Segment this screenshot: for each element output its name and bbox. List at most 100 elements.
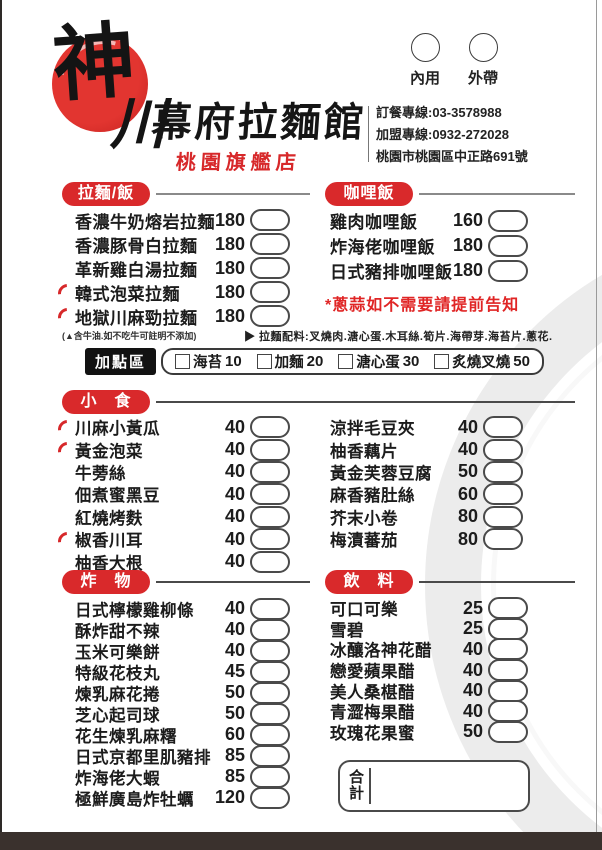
quantity-oval-field[interactable] xyxy=(250,281,290,303)
menu-item-row: 革新雞白湯拉麵 180 xyxy=(75,256,290,280)
menu-item-price: 50 xyxy=(224,682,245,702)
menu-item-row: 麻香豬肚絲 60 xyxy=(330,483,523,505)
quantity-oval-field[interactable] xyxy=(250,723,290,746)
menu-item-price: 25 xyxy=(462,618,483,639)
menu-item-row: 牛蒡絲 40 xyxy=(75,460,290,483)
menu-item-name: 玉米可樂餅 xyxy=(75,643,160,662)
addon-checkbox[interactable] xyxy=(175,354,191,369)
quantity-oval-field[interactable] xyxy=(250,618,290,641)
quantity-oval-field[interactable] xyxy=(250,305,290,327)
takeout-option: 外帶 xyxy=(463,33,503,88)
menu-item-row: 冰釀洛神花醋 40 xyxy=(330,638,528,661)
addon-checkbox[interactable] xyxy=(434,354,450,369)
quantity-oval-field[interactable] xyxy=(250,233,290,255)
branch-name: 桃園旗艦店 xyxy=(175,150,302,174)
menu-item-price: 40 xyxy=(462,659,483,680)
menu-item-name: 佃煮蜜黑豆 xyxy=(75,487,160,506)
addon-option: 溏心蛋 30 xyxy=(338,351,419,372)
quantity-oval-field[interactable] xyxy=(250,460,290,483)
menu-item-name: 日式檸檬雞柳條 xyxy=(75,601,194,620)
addon-checkbox[interactable] xyxy=(338,354,354,369)
menu-item-price: 60 xyxy=(457,483,478,504)
quantity-oval-field[interactable] xyxy=(488,617,528,640)
menu-item-name: 麻香豬肚絲 xyxy=(330,487,415,506)
menu-item-row: 梅漬蕃茄 80 xyxy=(330,528,523,550)
menu-item-name: 戀愛蘋果醋 xyxy=(330,663,415,682)
menu-item-row: 芥末小卷 80 xyxy=(330,505,523,528)
menu-item-name: 日式豬排咖哩飯 xyxy=(330,263,453,282)
menu-item-row: 柚香大根 40 xyxy=(75,550,290,573)
quantity-oval-field[interactable] xyxy=(250,702,290,725)
menu-item-row: 美人桑椹醋 40 xyxy=(330,679,528,702)
quantity-oval-field[interactable] xyxy=(488,638,528,661)
menu-item-price: 40 xyxy=(224,483,245,504)
menu-item-price: 50 xyxy=(224,703,245,723)
left-edge-line xyxy=(0,0,2,850)
menu-item-name: 地獄川麻勁拉麵 xyxy=(75,308,198,328)
menu-item-price: 160 xyxy=(452,210,483,230)
menu-item-row: 玉米可樂餅 40 xyxy=(75,639,290,662)
takeout-checkbox[interactable] xyxy=(468,33,498,62)
section-ramen: 拉麵/飯 香濃牛奶熔岩拉麵 180 香濃豚骨白拉麵 180 xyxy=(54,182,310,342)
section-drinks: 飲 料 可口可樂 25 雪碧 25 xyxy=(325,570,575,743)
quantity-oval-field[interactable] xyxy=(250,483,290,506)
addon-price: 20 xyxy=(306,353,324,370)
quantity-oval-field[interactable] xyxy=(483,505,523,528)
addon-name: 炙燒叉燒 xyxy=(452,355,511,371)
quantity-oval-field[interactable] xyxy=(250,505,290,528)
menu-item-price: 40 xyxy=(462,680,483,701)
quantity-oval-field[interactable] xyxy=(488,259,528,282)
quantity-oval-field[interactable] xyxy=(488,720,528,743)
addon-name: 海苔 xyxy=(193,355,223,371)
menu-item-name: 冰釀洛神花醋 xyxy=(330,642,432,661)
quantity-oval-field[interactable] xyxy=(250,416,290,439)
section-curry-rule xyxy=(419,193,575,195)
quantity-oval-field[interactable] xyxy=(250,681,290,704)
section-fried-title: 炸 物 xyxy=(62,570,150,594)
addon-price: 50 xyxy=(513,353,530,370)
quantity-oval-field[interactable] xyxy=(250,550,290,573)
quantity-oval-field[interactable] xyxy=(488,597,528,620)
quantity-oval-field[interactable] xyxy=(250,765,290,788)
section-snacks-title: 小 食 xyxy=(62,390,150,414)
quantity-oval-field[interactable] xyxy=(250,209,291,231)
curry-allergy-note: *蔥蒜如不需要請提前告知 xyxy=(325,297,520,314)
quantity-oval-field[interactable] xyxy=(250,786,290,809)
quantity-oval-field[interactable] xyxy=(250,660,290,683)
quantity-oval-field[interactable] xyxy=(488,659,528,682)
section-snacks: 小 食 川麻小黃瓜 40 xyxy=(54,390,575,573)
quantity-oval-field[interactable] xyxy=(250,257,290,279)
quantity-oval-field[interactable] xyxy=(250,528,290,551)
snacks-left-list: 川麻小黃瓜 40 黃金泡菜 40 xyxy=(54,416,290,573)
total-write-in-box[interactable]: 合計 xyxy=(338,760,530,812)
section-fried-header: 炸 物 xyxy=(62,570,310,594)
menu-item-price: 45 xyxy=(224,661,245,681)
quantity-oval-field[interactable] xyxy=(483,438,523,461)
quantity-oval-field[interactable] xyxy=(488,209,528,232)
addon-checkbox[interactable] xyxy=(256,354,272,369)
quantity-oval-field[interactable] xyxy=(250,438,290,461)
section-curry-title: 咖哩飯 xyxy=(325,182,413,206)
menu-item-price: 85 xyxy=(224,745,245,765)
quantity-oval-field[interactable] xyxy=(483,416,523,439)
menu-item-row: 煉乳麻花捲 50 xyxy=(75,681,290,704)
quantity-oval-field[interactable] xyxy=(483,528,523,551)
quantity-oval-field[interactable] xyxy=(250,744,290,767)
addon-option: 海苔 10 xyxy=(175,351,242,372)
addon-option: 炙燒叉燒 50 xyxy=(434,351,530,372)
dine-in-checkbox[interactable] xyxy=(410,33,440,62)
menu-item-price: 40 xyxy=(462,700,483,721)
menu-item-row: 佃煮蜜黑豆 40 xyxy=(75,483,290,505)
menu-item-row: 酥炸甜不辣 40 xyxy=(75,618,290,641)
quantity-oval-field[interactable] xyxy=(488,234,528,257)
quantity-oval-field[interactable] xyxy=(250,639,290,662)
section-drinks-rule xyxy=(419,581,575,583)
quantity-oval-field[interactable] xyxy=(483,483,523,506)
quantity-oval-field[interactable] xyxy=(483,460,523,483)
quantity-oval-field[interactable] xyxy=(488,700,528,723)
quantity-oval-field[interactable] xyxy=(488,679,528,702)
menu-item-name: 炸海佬咖哩飯 xyxy=(330,238,435,257)
quantity-oval-field[interactable] xyxy=(250,597,290,620)
drinks-item-list: 可口可樂 25 雪碧 25 冰釀洛神花醋 40 xyxy=(330,597,528,743)
